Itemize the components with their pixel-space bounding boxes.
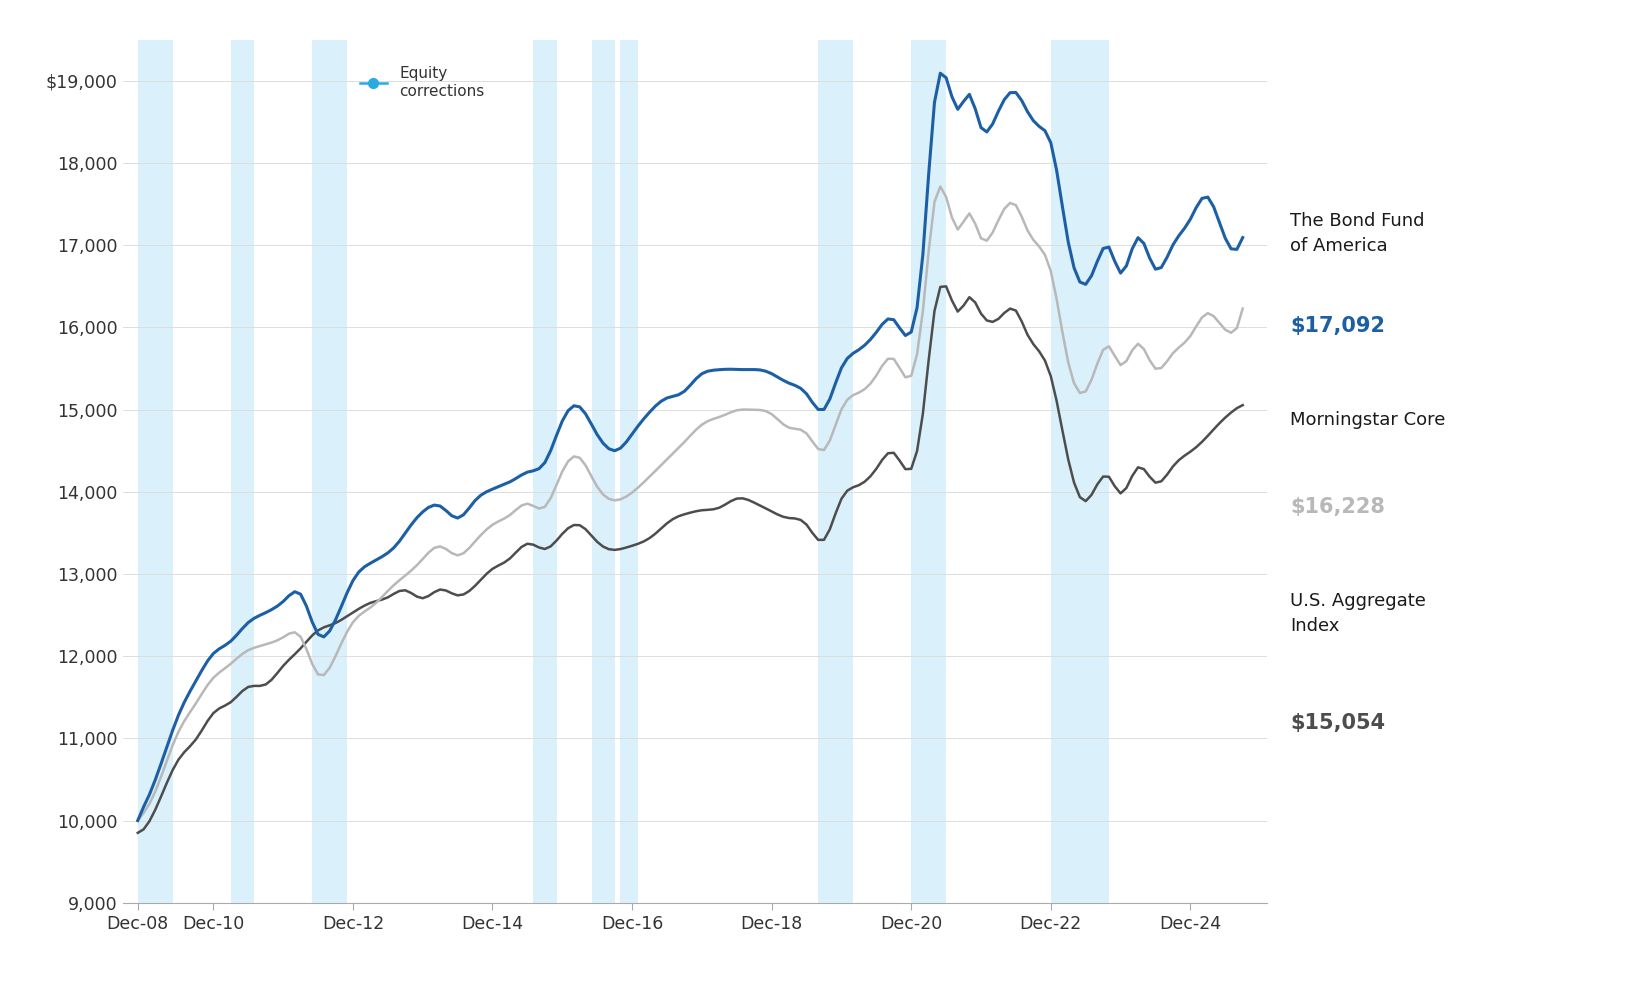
Bar (819, 40, 853, 903)
Bar (911, 40, 947, 903)
Text: The Bond Fund
of America: The Bond Fund of America (1290, 212, 1424, 255)
Bar (592, 40, 615, 903)
Legend: Equity
corrections: Equity corrections (353, 61, 490, 105)
Bar (1051, 40, 1109, 903)
Bar (620, 40, 638, 903)
Text: U.S. Aggregate
Index: U.S. Aggregate Index (1290, 592, 1426, 635)
Bar (231, 40, 253, 903)
Bar (312, 40, 347, 903)
Bar (137, 40, 173, 903)
Text: $15,054: $15,054 (1290, 713, 1385, 733)
Text: Morningstar Core: Morningstar Core (1290, 411, 1445, 429)
Text: $16,228: $16,228 (1290, 497, 1385, 517)
Text: $17,092: $17,092 (1290, 315, 1385, 336)
Bar (533, 40, 556, 903)
